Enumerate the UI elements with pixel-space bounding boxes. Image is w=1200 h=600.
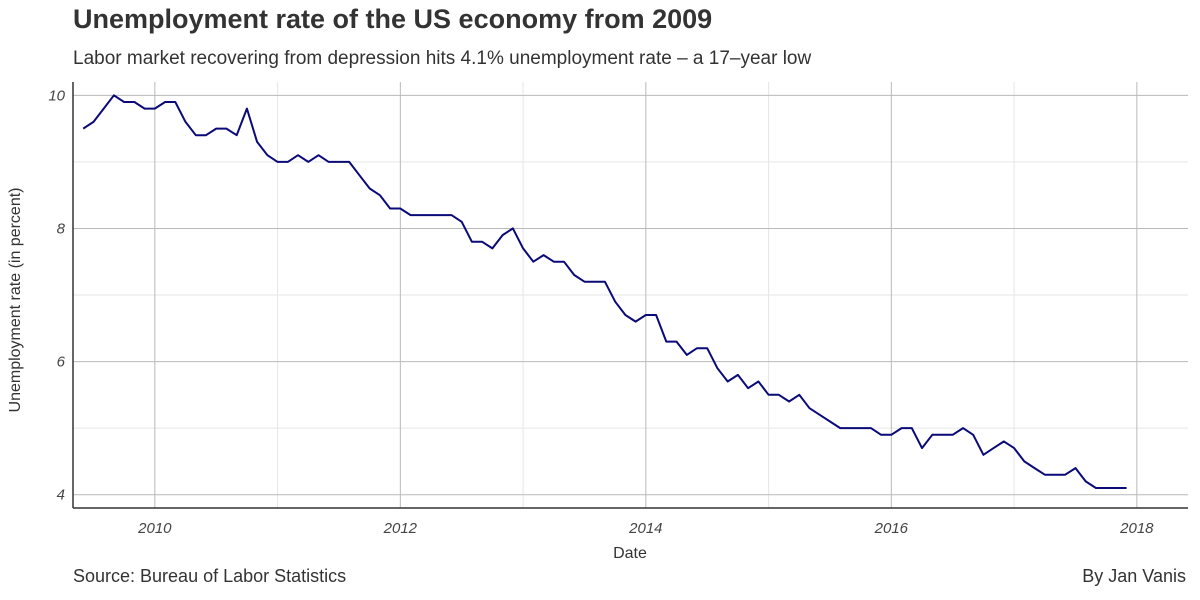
x-tick-label: 2014 bbox=[628, 520, 662, 537]
author-caption: By Jan Vanis bbox=[1082, 566, 1186, 586]
series-line bbox=[82, 94, 1127, 489]
y-tick-label: 4 bbox=[57, 487, 65, 504]
axis-layer: 2010 2012 2014 2016 2018 4 6 8 10 bbox=[48, 82, 1188, 537]
chart-subtitle: Labor market recovering from depression … bbox=[73, 48, 812, 69]
grid-layer bbox=[73, 82, 1188, 508]
y-tick-label: 8 bbox=[57, 220, 66, 237]
y-tick-label: 6 bbox=[57, 354, 66, 371]
x-tick-label: 2012 bbox=[383, 520, 418, 537]
chart-title: Unemployment rate of the US economy from… bbox=[73, 4, 713, 34]
y-tick-label: 10 bbox=[48, 87, 65, 104]
source-caption: Source: Bureau of Labor Statistics bbox=[73, 566, 347, 586]
y-axis-title: Unemployment rate (in percent) bbox=[7, 188, 24, 413]
x-tick-label: 2018 bbox=[1119, 520, 1154, 537]
x-tick-label: 2010 bbox=[137, 520, 172, 537]
x-tick-label: 2016 bbox=[874, 520, 909, 537]
x-axis-title: Date bbox=[613, 545, 647, 562]
series-layer bbox=[82, 94, 1127, 489]
